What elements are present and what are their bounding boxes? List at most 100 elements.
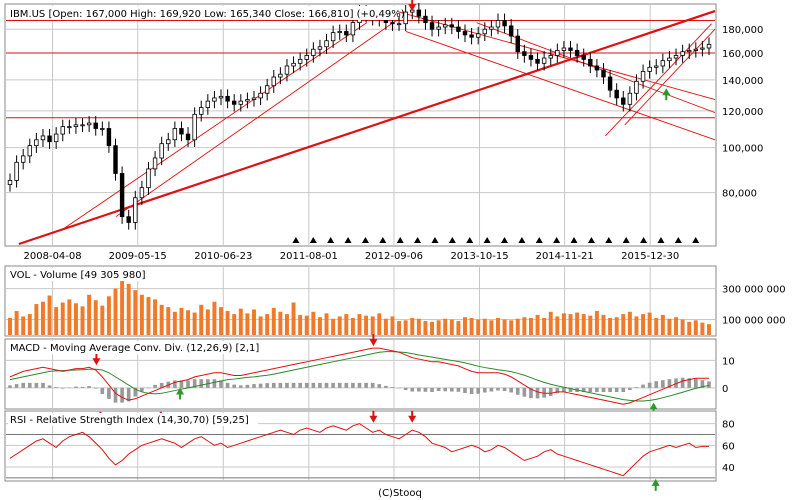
volume-bar	[146, 297, 151, 335]
price-candle-body	[139, 187, 145, 199]
price-candle-body	[607, 76, 613, 91]
macd-histogram-bar	[450, 387, 454, 392]
volume-bar	[113, 288, 118, 335]
volume-bar	[667, 318, 672, 335]
volume-bars	[8, 275, 711, 335]
macd-signal-arrow	[176, 387, 185, 395]
macd-histogram-bar	[199, 379, 204, 388]
price-candle-body	[126, 216, 131, 223]
macd-histogram-bar	[34, 382, 39, 388]
price-candle-body	[548, 55, 553, 59]
price-marker-triangle	[657, 237, 665, 243]
macd-histogram-bar	[661, 380, 665, 388]
price-candle-body	[654, 65, 659, 68]
price-candle-body	[218, 95, 224, 99]
price-candle-body	[647, 66, 652, 72]
price-candle-body	[594, 65, 600, 71]
price-x-tick-labels: 2008-04-08 2009-05-15 2010-06-23 2011-08-01…	[24, 251, 680, 262]
price-x-tick-label: 2014-11-21	[536, 251, 594, 262]
macd-histogram-bar	[107, 387, 111, 399]
volume-bar	[601, 314, 606, 335]
macd-histogram-bar	[693, 378, 698, 388]
macd-signal-line	[9, 351, 710, 402]
macd-histogram-bar	[535, 387, 540, 399]
macd-histogram-bar	[463, 387, 467, 394]
price-trend-line	[624, 28, 716, 126]
price-candle-body	[475, 33, 481, 38]
volume-bar	[509, 320, 514, 335]
volume-bar	[542, 317, 547, 335]
price-candle-body	[20, 155, 26, 163]
volume-bar	[8, 317, 12, 335]
rsi-signal-arrow	[369, 415, 378, 423]
price-candle-body	[100, 128, 105, 130]
volume-bar	[126, 283, 131, 335]
volume-bar	[535, 314, 540, 335]
volume-bar	[199, 304, 204, 335]
price-candle-body	[330, 32, 336, 42]
price-candle-body	[297, 58, 303, 64]
price-marker-triangle	[692, 237, 700, 243]
macd-histogram-bar	[67, 387, 72, 389]
volume-bar	[284, 314, 289, 335]
price-candle-body	[106, 128, 112, 147]
price-marker-triangle	[553, 237, 561, 243]
macd-histogram-bar	[410, 387, 415, 392]
price-candle-body	[449, 24, 455, 28]
price-title-background	[8, 6, 398, 20]
price-panel-title: IBM.US [Open: 167,000 High: 169,920 Low:…	[10, 9, 405, 20]
macd-histogram-bar	[568, 387, 573, 393]
price-trend-line	[63, 22, 368, 229]
macd-histogram-bar	[318, 382, 322, 388]
price-candle-body	[462, 31, 468, 36]
volume-bar	[364, 315, 369, 335]
macd-histogram-bar	[614, 387, 619, 393]
price-candle-body	[291, 62, 296, 67]
macd-histogram-bar	[628, 387, 632, 391]
macd-histogram-bar	[173, 380, 177, 388]
price-candle-body	[192, 113, 197, 141]
volume-panel: 100 000 000 300 000 000 VOL - Volume [49 …	[4, 265, 786, 337]
macd-histogram-bar	[54, 387, 58, 388]
volume-bar	[555, 316, 560, 335]
price-candle-body	[284, 65, 290, 75]
price-candle-body	[456, 26, 461, 32]
price-candle-body	[7, 180, 13, 185]
rsi-signal-arrow	[651, 478, 660, 486]
price-marker-triangle	[640, 237, 648, 243]
volume-bar	[528, 317, 533, 335]
macd-histogram-bar	[21, 382, 26, 388]
volume-bar	[449, 319, 454, 335]
price-marker-triangle	[361, 237, 369, 243]
macd-histogram-bar	[621, 387, 626, 393]
macd-histogram-bar	[654, 381, 659, 388]
price-marker-triangle	[344, 237, 352, 243]
price-candle-body	[495, 20, 501, 28]
macd-signal-arrow	[369, 339, 378, 347]
price-marker-triangle	[587, 237, 595, 243]
price-marker-triangle	[379, 237, 387, 243]
price-candle-body	[159, 143, 164, 159]
price-candle-body	[680, 51, 685, 56]
macd-panel: 0 10 MACD - Moving Average Conv. Div. (12…	[4, 334, 735, 415]
price-candle-body	[634, 80, 639, 94]
price-candle-body	[231, 100, 237, 105]
source-credit: (C)Stooq	[378, 488, 422, 499]
rsi-signal-arrow	[408, 415, 417, 423]
volume-bar	[687, 321, 692, 335]
volume-bar	[489, 320, 494, 335]
volume-title-background	[8, 268, 183, 281]
price-candle-body	[119, 173, 125, 218]
price-marker-triangle	[396, 237, 404, 243]
volume-bar	[73, 303, 78, 335]
price-panel: 80,000 100,000 120,000 140,000 160,000 180,00…	[4, 0, 763, 262]
price-candle-body	[113, 145, 118, 174]
price-candle-body	[555, 50, 560, 56]
price-candle-body	[574, 50, 580, 56]
price-candle-body	[588, 58, 593, 67]
price-candle-body	[311, 48, 316, 56]
volume-bar	[159, 304, 164, 335]
volume-bar	[476, 319, 481, 335]
volume-bar	[67, 299, 72, 335]
